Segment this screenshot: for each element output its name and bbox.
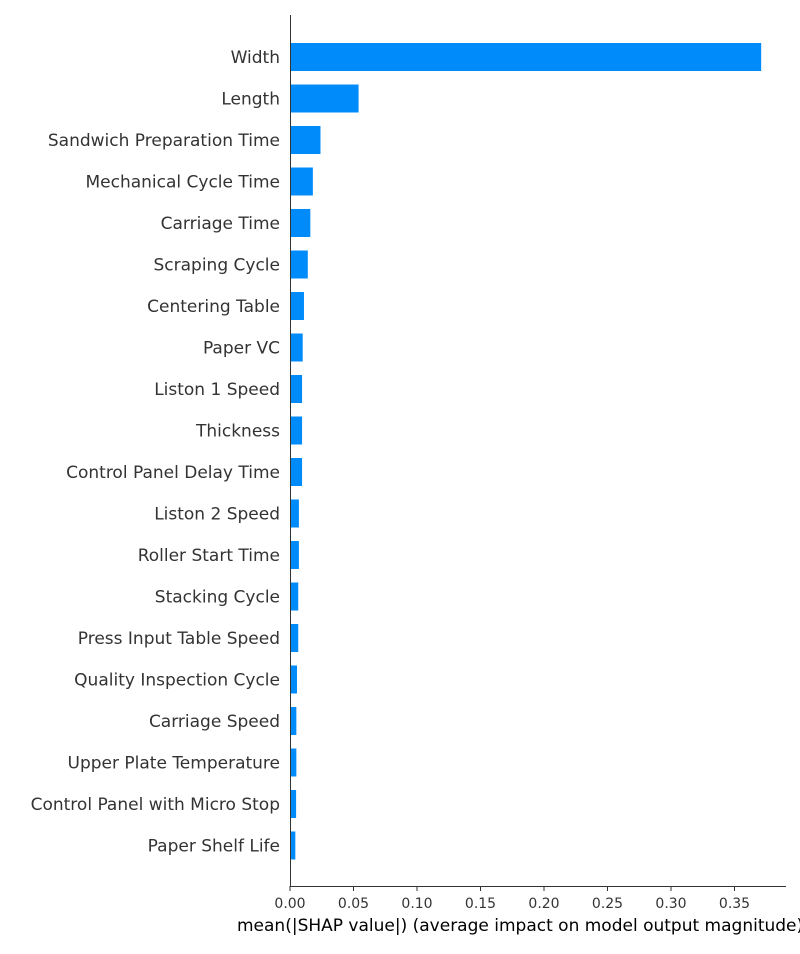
bar [290,458,303,486]
x-axis-ticks: 0.00 0.05 0.10 0.15 0.20 0.25 0.30 0.35 [274,886,750,912]
bar [290,707,297,735]
bar [290,541,299,569]
bar [290,167,313,196]
bar [290,582,299,611]
bar [290,416,303,445]
category-label: Control Panel Delay Time [66,463,280,483]
x-tick-label: 0.35 [719,896,750,912]
category-label: Thickness [195,422,280,442]
category-label: Quality Inspection Cycle [74,671,280,691]
x-tick-label: 0.00 [274,896,305,912]
category-label: Length [221,90,280,110]
bar [290,831,296,860]
category-label: Upper Plate Temperature [68,754,280,774]
bar [290,790,297,818]
category-label: Press Input Table Speed [78,629,280,649]
bar [290,748,297,777]
bar [290,126,321,154]
category-labels: Width Length Sandwich Preparation Time Mech… [31,48,281,857]
x-tick-label: 0.20 [528,896,559,912]
bar [290,665,297,694]
x-tick-label: 0.05 [338,896,369,912]
bar [290,375,303,403]
axes-layer [290,15,786,887]
bar [290,43,762,71]
x-tick-label: 0.25 [592,896,623,912]
bar [290,333,303,362]
category-label: Control Panel with Micro Stop [31,795,280,815]
x-tick-label: 0.15 [465,896,496,912]
category-label: Stacking Cycle [155,588,280,608]
bar [290,292,304,320]
category-label: Scraping Cycle [154,256,281,276]
category-label: Paper VC [203,339,280,359]
category-label: Roller Start Time [138,546,280,566]
category-label: Mechanical Cycle Time [85,173,280,193]
bar [290,209,311,237]
category-label: Sandwich Preparation Time [48,131,280,151]
bar [290,250,308,279]
category-label: Carriage Speed [149,712,280,732]
category-label: Width [231,48,280,68]
category-label: Paper Shelf Life [148,837,280,857]
bar [290,84,359,113]
bars-layer [290,43,762,860]
category-label: Centering Table [147,297,280,317]
category-label: Carriage Time [161,214,280,234]
x-tick-label: 0.30 [655,896,686,912]
bar [290,624,299,652]
bar [290,499,299,528]
x-tick-label: 0.10 [401,896,432,912]
category-label: Liston 1 Speed [154,380,280,400]
x-axis-title: mean(|SHAP value|) (average impact on mo… [237,916,800,936]
category-label: Liston 2 Speed [154,505,280,525]
